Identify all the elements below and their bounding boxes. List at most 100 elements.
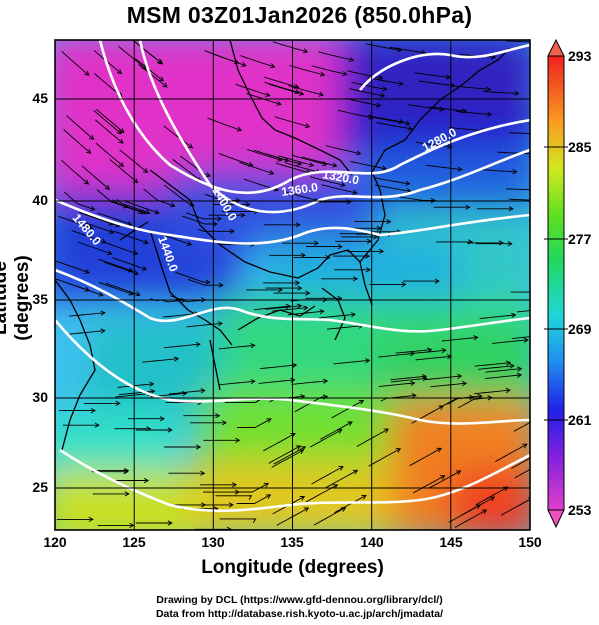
streamline-arrowhead <box>508 206 514 212</box>
streamline <box>162 313 199 318</box>
streamline <box>63 129 91 154</box>
streamline-arrowhead <box>401 281 407 287</box>
streamline <box>356 428 389 447</box>
streamline <box>291 380 328 385</box>
streamline <box>103 261 139 275</box>
streamline <box>113 230 148 244</box>
streamline-arrowhead <box>186 240 193 246</box>
streamline-arrowhead <box>410 380 416 386</box>
streamline <box>414 72 451 78</box>
x-tick-label: 140 <box>360 534 384 550</box>
streamline-arrowhead <box>236 126 243 132</box>
streamline <box>505 188 530 191</box>
streamline <box>237 418 272 428</box>
streamline <box>93 110 122 135</box>
streamline-arrowhead <box>304 123 311 129</box>
streamline-arrowhead <box>538 40 542 44</box>
streamline-arrowhead <box>149 381 155 387</box>
streamline-arrowhead <box>512 169 518 175</box>
streamline-arrowhead <box>200 502 207 508</box>
credit-line-2: Data from http://database.rish.kyoto-u.a… <box>155 608 444 620</box>
streamline-arrowhead <box>441 347 447 354</box>
streamline-arrowhead <box>195 444 202 450</box>
streamline-arrowhead <box>516 372 523 378</box>
colorbar-tick-label: 293 <box>568 48 592 64</box>
streamline-arrowhead <box>398 118 405 125</box>
streamline-arrowhead <box>265 494 272 499</box>
streamline <box>492 339 528 344</box>
streamline-arrowhead <box>167 427 173 433</box>
streamline-arrowhead <box>421 373 428 380</box>
streamline <box>331 400 364 419</box>
streamline <box>239 161 274 175</box>
streamline-arrowhead <box>90 206 96 211</box>
streamline-arrowhead <box>150 388 156 395</box>
streamline-arrowhead <box>361 494 367 500</box>
streamline <box>418 80 455 87</box>
streamline <box>278 155 314 166</box>
streamline-arrowhead <box>461 380 468 387</box>
streamline-arrowhead <box>290 433 296 438</box>
streamline <box>180 155 211 177</box>
streamline-arrowhead <box>142 168 149 173</box>
streamline-arrowhead <box>489 496 496 502</box>
streamline-arrowhead <box>303 507 310 513</box>
streamline <box>112 257 147 271</box>
streamline-arrowhead <box>475 504 482 510</box>
streamline-arrowhead <box>300 252 307 258</box>
streamline <box>187 278 223 286</box>
streamline-arrowhead <box>543 333 547 337</box>
streamline <box>368 448 401 467</box>
streamline-arrowhead <box>263 482 270 488</box>
streamline-arrowhead <box>265 92 271 98</box>
streamline-arrowhead <box>469 394 475 401</box>
streamline-arrowhead <box>100 328 106 334</box>
streamline <box>254 149 289 162</box>
streamline-arrowhead <box>215 413 221 419</box>
streamline-arrowhead <box>439 106 445 112</box>
streamline-arrowhead <box>86 148 92 154</box>
streamline-arrowhead <box>319 71 326 77</box>
streamline <box>95 119 124 144</box>
streamline-arrowhead <box>300 446 307 451</box>
streamline-arrowhead <box>386 219 392 225</box>
streamline-arrowhead <box>89 134 95 141</box>
streamline <box>168 389 205 395</box>
streamline <box>164 184 195 206</box>
streamline <box>118 390 155 396</box>
colorbar-tick-label: 269 <box>568 321 592 337</box>
streamline-arrowhead <box>514 90 520 96</box>
streamline-arrowhead <box>308 162 315 168</box>
streamline <box>430 382 467 388</box>
y-tick-label: 30 <box>32 389 48 405</box>
streamline <box>516 310 530 313</box>
streamline-arrowhead <box>298 90 305 96</box>
streamline <box>63 191 95 211</box>
x-tick-label: 150 <box>518 534 542 550</box>
x-axis-label: Longitude (degrees) <box>201 557 384 578</box>
streamline-arrowhead <box>246 495 253 500</box>
streamline <box>454 509 487 528</box>
streamline-arrowhead <box>231 482 238 488</box>
streamline-arrowhead <box>94 422 100 428</box>
height-contours <box>55 40 530 513</box>
streamline-arrowhead <box>505 387 511 394</box>
streamline-arrowhead <box>406 188 412 194</box>
streamline-arrowhead <box>542 460 547 464</box>
streamline <box>412 475 445 494</box>
chart-title: MSM 03Z01Jan2026 (850.0hPa) <box>126 2 473 28</box>
streamline <box>455 110 492 115</box>
streamline-arrowhead <box>167 520 173 526</box>
streamline-arrowhead <box>365 267 372 273</box>
streamline-arrowhead <box>212 221 218 227</box>
streamline-arrowhead <box>505 360 512 366</box>
streamline <box>415 355 452 361</box>
y-tick-label: 45 <box>32 90 48 106</box>
streamline-arrowhead <box>162 82 168 88</box>
streamline-arrowhead <box>266 418 272 423</box>
streamline-arrowhead <box>450 82 456 88</box>
streamline-arrowhead <box>145 209 151 215</box>
streamline-arrowhead <box>295 445 302 451</box>
streamline-arrowhead <box>108 228 115 234</box>
